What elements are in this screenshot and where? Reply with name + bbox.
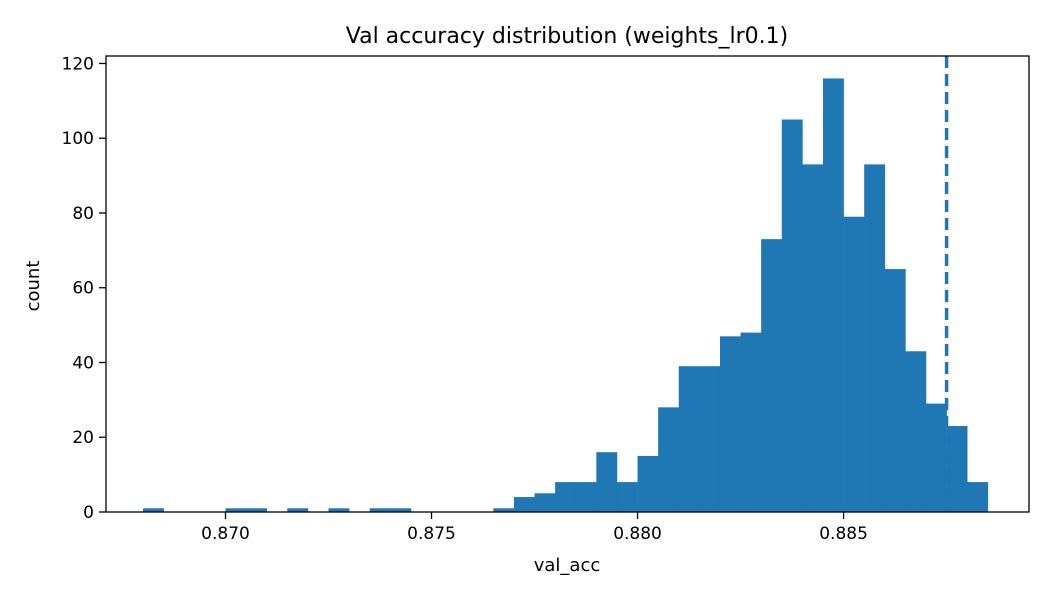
histogram-bar: [246, 508, 267, 512]
y-tick-label: 100: [62, 129, 94, 149]
histogram-bar: [513, 497, 535, 512]
histogram-bar: [493, 508, 515, 512]
y-axis-label: count: [23, 261, 44, 312]
histogram-bar: [822, 78, 844, 513]
histogram-bar: [616, 482, 638, 512]
histogram-bar: [864, 164, 886, 512]
histogram-bar: [637, 455, 659, 512]
y-tick-label: 80: [72, 204, 94, 224]
histogram-bar: [143, 508, 164, 512]
histogram-bar: [843, 216, 865, 512]
histogram-bar: [699, 366, 721, 512]
y-tick-label: 20: [72, 428, 94, 448]
histogram-bar: [596, 452, 618, 512]
histogram-bar: [802, 164, 824, 512]
chart-title: Val accuracy distribution (weights_lr0.1…: [346, 24, 789, 49]
histogram-bar: [719, 336, 741, 512]
histogram-bar: [781, 119, 803, 512]
histogram-bar: [905, 351, 927, 512]
histogram-bar: [225, 508, 247, 512]
x-axis-label: val_acc: [534, 555, 601, 576]
x-tick-label: 0.885: [819, 524, 868, 544]
histogram-bar: [328, 508, 350, 512]
x-tick-label: 0.875: [407, 524, 456, 544]
y-tick-label: 120: [62, 54, 94, 74]
histogram-bar: [946, 426, 968, 512]
y-tick-label: 40: [72, 353, 94, 373]
y-tick-label: 60: [72, 279, 94, 299]
x-tick-label: 0.880: [613, 524, 662, 544]
histogram-bar: [534, 493, 556, 512]
histogram-bar: [967, 482, 989, 512]
y-axis-ticks: 0 20 40 60 80 100 120: [62, 54, 106, 523]
histogram-bar: [740, 332, 762, 512]
histogram-bar: [575, 482, 597, 512]
histogram-bar: [678, 366, 700, 512]
histogram-bar: [925, 403, 947, 512]
histogram-bar: [390, 508, 412, 512]
histogram-bar: [369, 508, 391, 512]
histogram-bar: [287, 508, 309, 512]
x-tick-label: 0.870: [201, 524, 250, 544]
plot-frame: [105, 55, 1030, 513]
histogram-bar: [761, 239, 783, 512]
y-tick-label: 0: [83, 503, 94, 523]
x-axis-ticks: 0.870 0.875 0.880 0.885: [201, 512, 868, 544]
histogram-bars: [143, 78, 989, 513]
histogram-bar: [658, 407, 680, 512]
histogram-bar: [555, 482, 577, 512]
histogram-bar: [884, 269, 906, 512]
